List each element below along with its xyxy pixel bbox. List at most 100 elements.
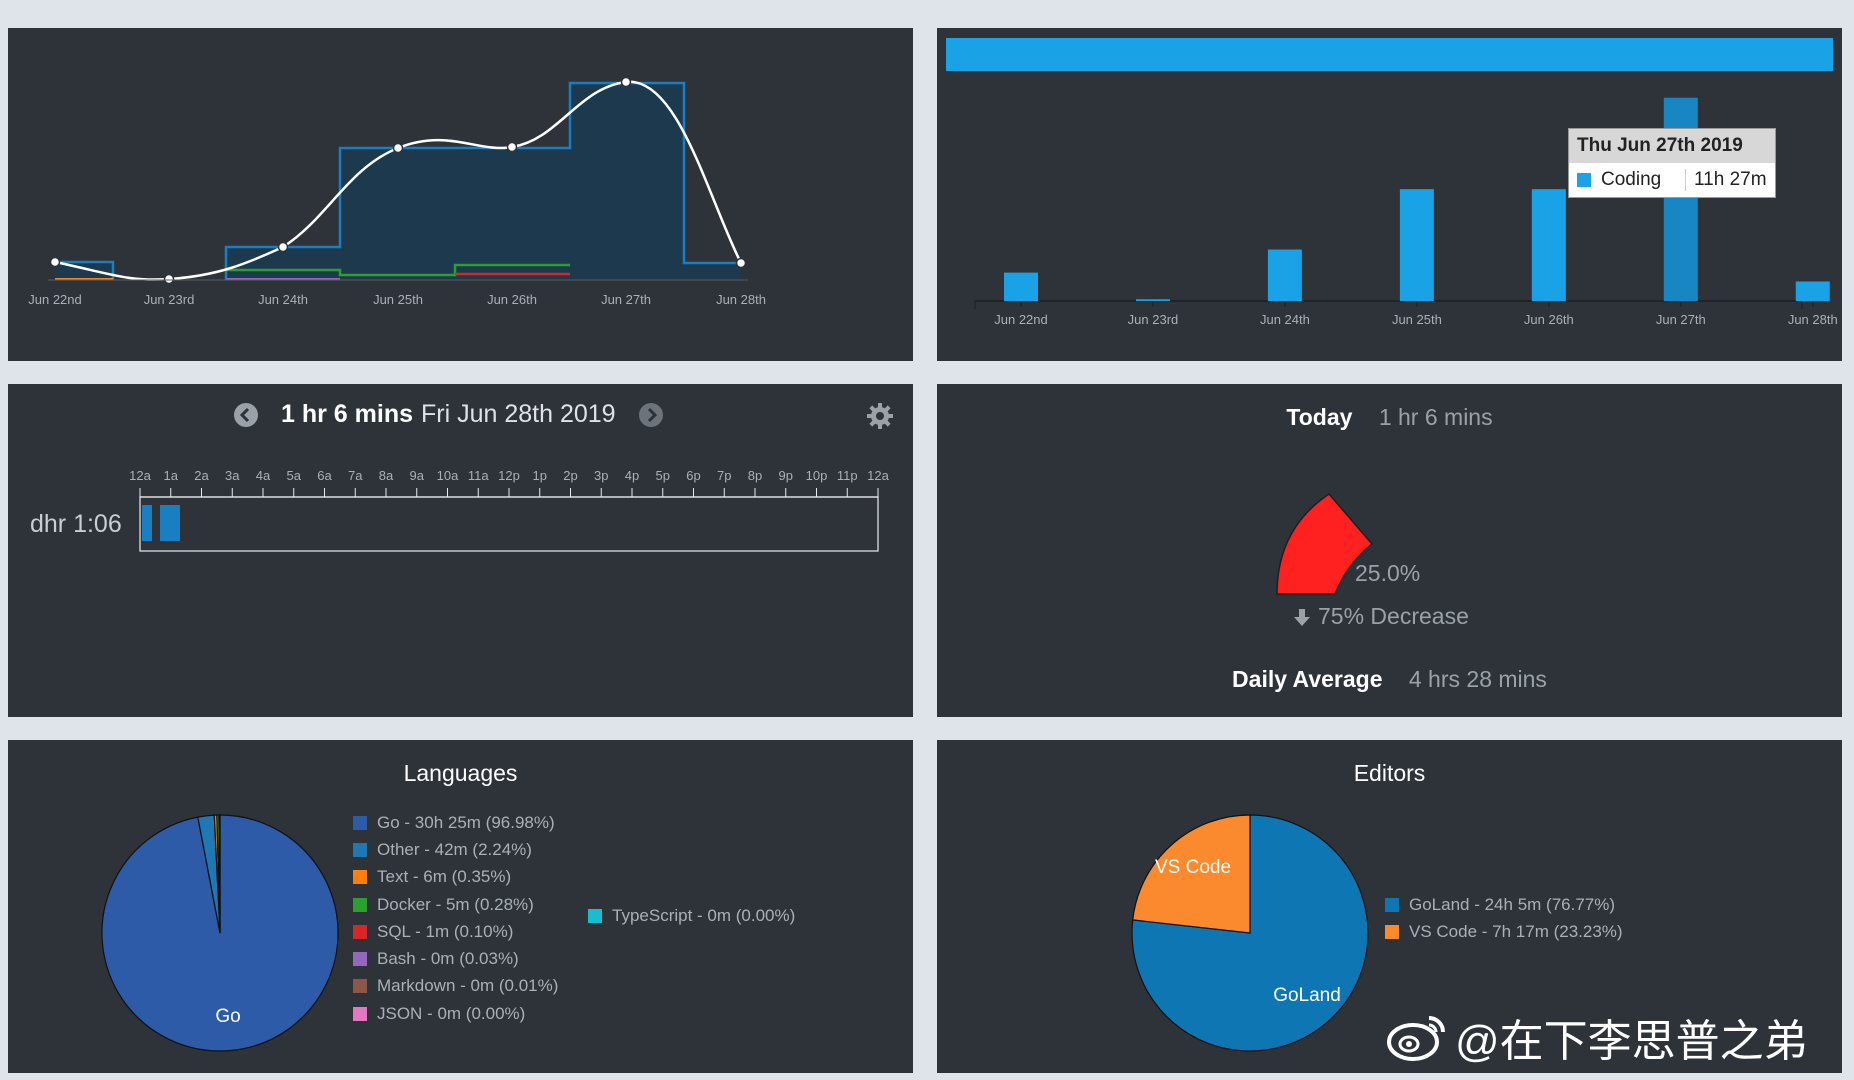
editors-title: Editors [1353,760,1426,786]
hour-label: 9a [410,468,425,483]
arrow-down-icon [1294,608,1310,626]
hour-label: 8a [379,468,394,483]
today-panel: Today 1 hr 6 mins 25.0% 75% Decrease Dai… [937,384,1842,717]
legend-label: VS Code - 7h 17m (23.23%) [1409,921,1623,941]
legend-swatch [353,842,367,857]
legend-swatch [588,908,602,923]
activity-block [160,505,180,541]
activity-area-fill [55,83,741,280]
legend-swatch [353,897,367,912]
hour-label: 6p [686,468,700,483]
today-change: 75% Decrease [1292,603,1469,630]
legend-label: JSON - 0m (0.00%) [377,1003,526,1023]
hour-label: 3a [225,468,240,483]
chart-tooltip: Thu Jun 27th 2019 Coding 11h 27m [1568,128,1776,198]
coding-bar [1795,281,1830,301]
today-label: Today [1286,404,1353,430]
x-tick-label: Jun 23rd [1128,312,1179,327]
hour-label: 7p [717,468,731,483]
day-timeline-panel: 1 hr 6 mins Fri Jun 28th 2019 12a 1a 2a 3a 4… [8,384,913,717]
legend-swatch [353,952,367,967]
activity-point [49,256,61,268]
editor-slice [1132,814,1251,934]
legend-swatch [353,979,367,994]
legend-item[interactable]: JSON - 0m (0.00%) [353,1000,558,1027]
hour-label: 6a [317,468,332,483]
hour-label: 11a [468,468,489,483]
tooltip-series: Coding [1601,169,1686,191]
hour-label: 8p [748,468,762,483]
languages-pie: Go [101,814,339,1052]
hour-label: 1p [533,468,547,483]
hour-label: 12a [867,468,889,483]
x-tick-label: Jun 24th [1260,312,1310,327]
languages-title: Languages [403,760,518,786]
x-tick-label: Jun 27th [1656,312,1706,327]
watermark: @在下李思普之弟 [1385,1005,1808,1069]
chevron-right-icon[interactable] [638,402,664,428]
activity-point [620,76,632,88]
legend-item[interactable]: Bash - 0m (0.03%) [353,945,558,972]
hour-label: 12p [498,468,520,483]
hour-label: 10p [806,468,828,483]
languages-legend-overflow: TypeScript - 0m (0.00%) [588,902,795,929]
legend-label: Docker - 5m (0.28%) [377,894,534,914]
daily-average-label: Daily Average [1232,666,1383,692]
legend-swatch [353,815,367,830]
activity-x-label: Jun 26th [487,292,537,307]
watermark-text: @在下李思普之弟 [1455,1017,1808,1066]
activity-chart-panel: Jun 22nd Jun 23rd Jun 24th Jun 25th Jun 26th… [8,28,913,361]
legend-label: TypeScript - 0m (0.00%) [612,905,796,925]
today-gauge-wedge [1276,493,1374,595]
coding-bar [1004,272,1038,301]
legend-swatch [353,870,367,885]
legend-item[interactable]: Other - 42m (2.24%) [353,836,558,863]
legend-label: Go - 30h 25m (96.98%) [377,812,555,832]
editor-pie-label: GoLand [1273,985,1341,1006]
hour-label: 1a [164,468,179,483]
legend-item[interactable]: VS Code - 7h 17m (23.23%) [1385,918,1623,945]
coding-bar [1399,189,1434,301]
hour-label: 7a [348,468,363,483]
coding-bar [1135,299,1170,301]
legend-item[interactable]: GoLand - 24h 5m (76.77%) [1385,891,1623,918]
legend-label: Bash - 0m (0.03%) [377,949,519,969]
legend-item[interactable]: Markdown - 0m (0.01%) [353,973,558,1000]
legend-label: Markdown - 0m (0.01%) [377,976,559,996]
legend-label: SQL - 1m (0.10%) [377,921,514,941]
hour-label: 4a [256,468,271,483]
tooltip-row: Coding 11h 27m [1569,163,1775,197]
editors-legend: GoLand - 24h 5m (76.77%) VS Code - 7h 17m… [1385,891,1623,946]
hour-label: 11p [837,468,858,483]
languages-pie-label: Go [215,1006,240,1027]
activity-smooth-line [54,80,743,281]
activity-point [392,142,404,154]
timeline-row-label: dhr 1:06 [30,510,122,538]
legend-swatch [1385,897,1399,912]
legend-item[interactable]: Go - 30h 25m (96.98%) [353,809,558,836]
editors-pie: GoLand VS Code [1131,814,1369,1052]
chevron-left-icon[interactable] [233,402,259,428]
activity-secondary-line [226,263,570,277]
legend-item[interactable]: Text - 6m (0.35%) [353,864,558,891]
hour-label: 10a [437,468,459,483]
timeline-total: 1 hr 6 mins [281,400,413,428]
legend-label: Text - 6m (0.35%) [377,867,512,887]
languages-legend: Go - 30h 25m (96.98%) Other - 42m (2.24%)… [353,809,558,1027]
activity-point [277,241,289,253]
coding-bar [1531,189,1566,301]
legend-item[interactable]: SQL - 1m (0.10%) [353,918,558,945]
timeline-date: Fri Jun 28th 2019 [421,400,616,428]
today-change-text: 75% Decrease [1318,603,1469,629]
tooltip-value: 11h 27m [1694,169,1767,190]
legend-item[interactable]: TypeScript - 0m (0.00%) [588,902,795,929]
gear-icon[interactable] [866,402,894,430]
today-value: 1 hr 6 mins [1378,404,1493,430]
activity-x-label: Jun 28th [716,292,766,307]
activity-point [506,141,518,153]
hour-label: 5a [287,468,302,483]
timeline-chart: 12a 1a 2a 3a 4a 5a 6a 7a 8a 9a 10a 11a 12p 1p 2p 3p 4p 5p… [129,468,890,552]
editors-panel: Editors GoLand VS Code GoLand - 24h 5m (7… [937,740,1842,1073]
legend-item[interactable]: Docker - 5m (0.28%) [353,891,558,918]
weibo-logo-icon [1387,1016,1445,1061]
